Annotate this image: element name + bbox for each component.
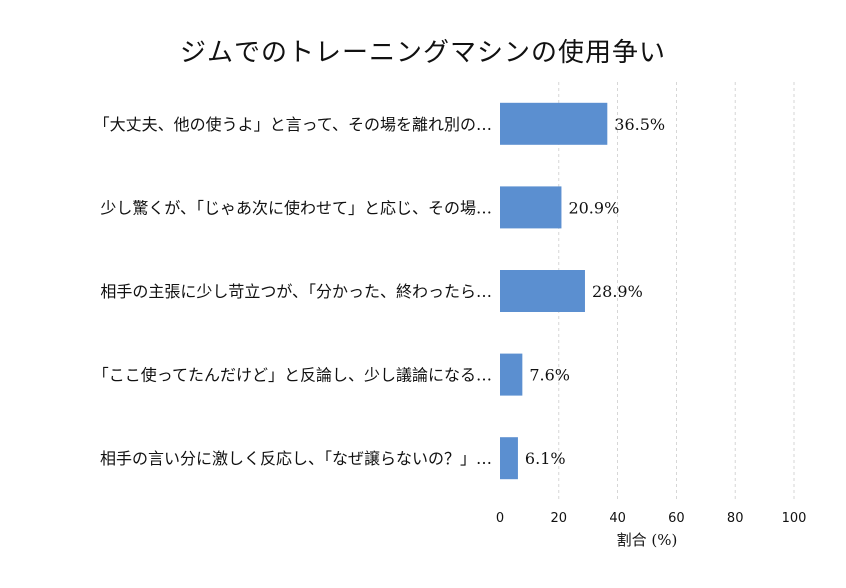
x-axis-label: 割合 (%) [617,531,678,549]
chart-title: ジムでのトレーニングマシンの使用争い [179,38,666,68]
bar [500,102,608,145]
category-label: 相手の主張に少し苛立つが、「分かった、終わったら… [100,282,492,301]
bar [500,270,585,312]
value-label: 6.1% [525,449,566,468]
value-label: 36.5% [614,115,665,134]
x-tick-label: 60 [668,511,685,526]
value-label: 20.9% [568,198,619,217]
category-label: 少し驚くが、「じゃあ次に使わせて」と応じ、その場… [100,198,492,217]
bar [500,186,562,229]
bar [500,437,518,480]
category-label: 「ここ使ってたんだけど」と反論し、少し議論になる… [93,366,492,385]
labels: 0 20 40 60 80 100 「大丈夫、他の使うよ」と言って、その場を離れ別の… 36.… [93,115,807,526]
category-label: 「大丈夫、他の使うよ」と言って、その場を離れ別の… [94,115,492,134]
x-tick-label: 40 [609,511,626,526]
grid-lines [558,82,795,500]
x-tick-label: 100 [782,511,807,526]
bars [500,102,608,480]
value-label: 7.6% [529,366,570,385]
x-tick-label: 0 [496,511,504,526]
x-tick-label: 20 [551,511,568,526]
value-label: 28.9% [592,282,643,301]
x-tick-label: 80 [727,511,744,526]
bar [500,353,523,396]
category-label: 相手の言い分に激しく反応し、「なぜ譲らないの？」… [100,449,492,468]
